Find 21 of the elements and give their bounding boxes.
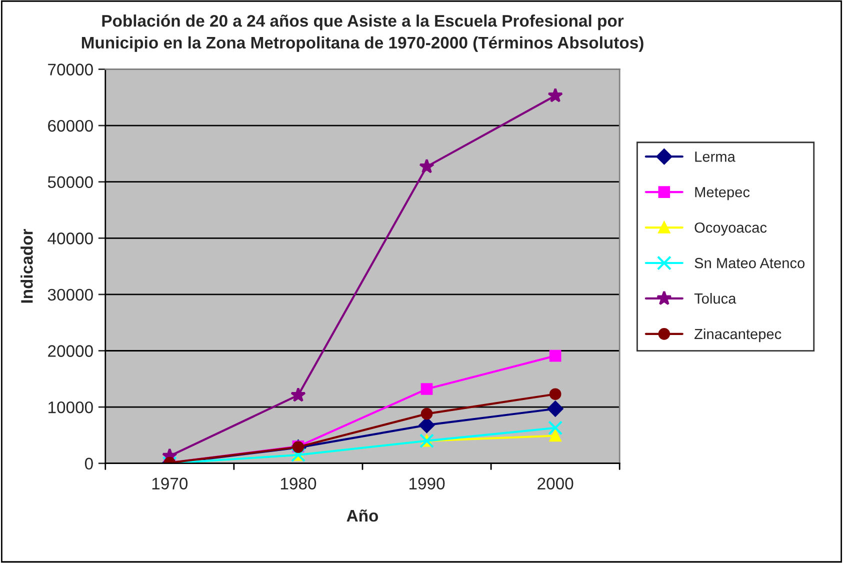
- y-axis-title: Indicador: [20, 229, 33, 303]
- legend-label: Metepec: [695, 187, 750, 200]
- x-axis-title: Año: [346, 510, 378, 522]
- x-tick-label: 2000: [538, 478, 574, 490]
- y-tick-label: 70000: [48, 64, 93, 76]
- legend-label: Lerma: [695, 152, 736, 162]
- legend-label: Sn Mateo Atenco: [694, 258, 805, 268]
- y-tick-label: 0: [84, 458, 93, 470]
- legend-label: Toluca: [694, 293, 736, 304]
- y-tick-label: 40000: [48, 232, 93, 244]
- legend-label: Ocoyoacac: [694, 222, 767, 236]
- y-tick-label: 50000: [48, 176, 93, 188]
- chart-title: Población de 20 a 24 años que Asiste a la Escuela Profesional por Municipio en la Zona Metropolitana de 1970-2000 (Términos Absolutos): [82, 14, 644, 52]
- y-tick-label: 10000: [48, 401, 93, 414]
- x-tick-label: 1980: [280, 478, 316, 490]
- y-tick-label: 20000: [48, 345, 93, 357]
- y-tick-label: 60000: [48, 120, 93, 132]
- legend-label: Zinacantepec: [694, 328, 782, 342]
- y-tick-label: 30000: [48, 288, 93, 301]
- x-tick-label: 1990: [410, 478, 445, 490]
- x-tick-label: 1970: [152, 478, 188, 490]
